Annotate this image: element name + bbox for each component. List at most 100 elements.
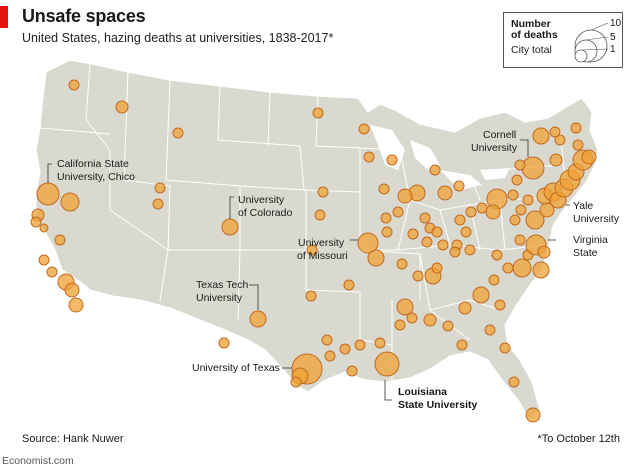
legend-size-1: 1 (610, 44, 616, 55)
bubble (515, 204, 527, 216)
label-texastech-2: University (196, 292, 243, 304)
bubble (429, 164, 441, 176)
bubble (537, 245, 551, 259)
bubble (507, 189, 519, 201)
bubble (532, 127, 550, 145)
bubble (522, 194, 534, 206)
bubble (407, 228, 419, 240)
bubble (380, 212, 392, 224)
bubble (324, 350, 336, 362)
great-lakes (370, 125, 510, 190)
bubble (514, 159, 526, 171)
bubble (397, 188, 413, 204)
bubble (394, 319, 406, 331)
bubble (339, 343, 351, 355)
bubble (485, 204, 501, 220)
bubble (549, 126, 561, 138)
state-borders (39, 63, 566, 380)
bubble (456, 339, 468, 351)
bubble (454, 214, 466, 226)
label-lsu-2: State University (398, 399, 478, 411)
bubble (30, 216, 42, 228)
bubble (491, 249, 503, 261)
label-colorado-2: of Colorado (238, 207, 292, 219)
legend-title: Number of deaths (511, 19, 558, 41)
bubble (396, 298, 414, 316)
bubble (549, 153, 563, 167)
bubble (494, 299, 506, 311)
label-yale-2: University (573, 213, 620, 225)
us-land (35, 59, 599, 421)
chart-subtitle: United States, hazing deaths at universi… (22, 31, 334, 45)
bubble (476, 202, 488, 214)
bubble (374, 337, 386, 349)
bubble (412, 270, 424, 282)
bubble (46, 266, 58, 278)
bubble (437, 239, 449, 251)
brand-red-tag (0, 6, 8, 28)
bubble (321, 334, 333, 346)
bubble (465, 206, 477, 218)
leader-lines (47, 139, 570, 401)
bubble (521, 156, 545, 180)
bubble (305, 290, 317, 302)
label-yale-1: Yale (573, 200, 593, 212)
brand-link[interactable]: Economist.com (2, 455, 74, 467)
legend-title-line2: of deaths (511, 29, 558, 41)
bubble (290, 376, 302, 388)
label-missouri-1: University (298, 237, 345, 249)
bubble (502, 262, 514, 274)
bubble (386, 154, 398, 166)
bubble (221, 218, 239, 236)
bubbles (30, 79, 597, 423)
bubble (442, 320, 454, 332)
label-lsu-1: Louisiana (398, 386, 447, 398)
bubble (367, 249, 385, 267)
footnote: *To October 12th (537, 433, 620, 445)
bubble (484, 324, 496, 336)
bubble (449, 246, 461, 258)
bubble (346, 365, 358, 377)
bubble (68, 297, 84, 313)
bubble (572, 139, 584, 151)
bubble (38, 254, 50, 266)
bubble (499, 342, 511, 354)
bubble (431, 262, 443, 274)
label-texas: University of Texas (192, 362, 280, 374)
bubble (36, 182, 60, 206)
label-chico-1: California State (57, 158, 129, 170)
bubble (60, 192, 80, 212)
legend-title-line1: Number (511, 18, 551, 30)
label-colorado-1: University (238, 194, 285, 206)
legend-circles: 10 5 1 (574, 18, 622, 63)
bubble (357, 232, 379, 254)
bubble (406, 312, 418, 324)
bubble (314, 209, 326, 221)
bubble (512, 258, 532, 278)
label-cornell-2: University (471, 142, 518, 154)
bubble (511, 174, 523, 186)
bubble (249, 310, 267, 328)
bubble (460, 226, 472, 238)
bubble (306, 244, 318, 256)
bubble (472, 286, 490, 304)
bubble (488, 274, 500, 286)
label-cornell-1: Cornell (483, 129, 516, 141)
bubble (172, 127, 184, 139)
bubble (431, 226, 443, 238)
bubble (570, 122, 582, 134)
bubble (421, 236, 433, 248)
bubble (39, 223, 49, 233)
label-virginia-1: Virginia (573, 234, 608, 246)
bubble (312, 107, 324, 119)
bubble (378, 183, 390, 195)
bubble (508, 376, 520, 388)
bubble (64, 282, 80, 298)
legend-size-10: 10 (610, 18, 622, 29)
bubble (396, 258, 408, 270)
label-virginia-2: State (573, 247, 598, 259)
source-note: Source: Hank Nuwer (22, 433, 124, 445)
bubble (374, 351, 400, 377)
bubble (317, 186, 329, 198)
